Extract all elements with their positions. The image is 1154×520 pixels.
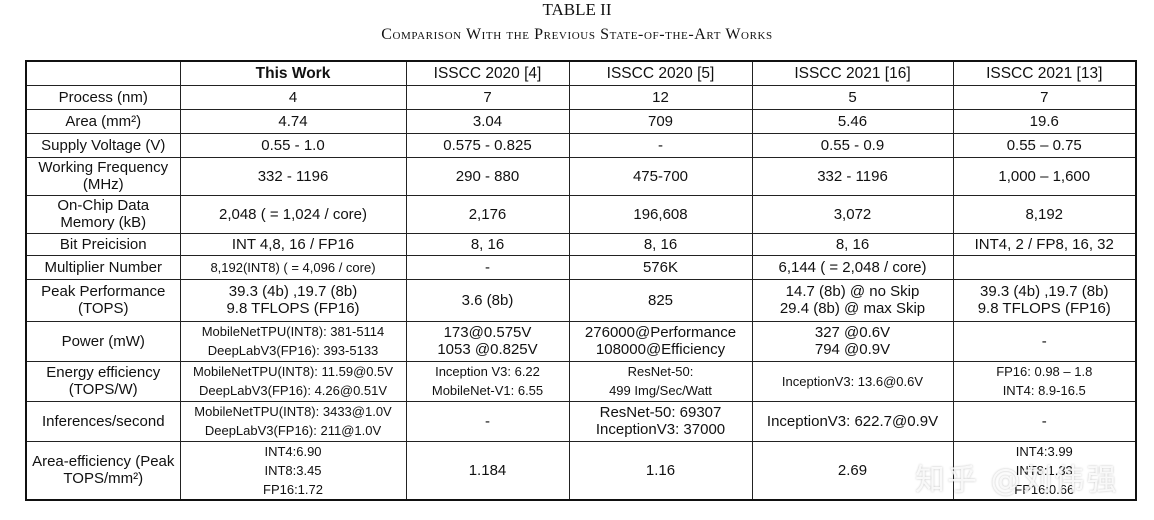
table-cell: 332 - 1196 [751, 156, 954, 196]
table-cell: - [952, 400, 1137, 442]
table-cell: 196,608 [568, 194, 753, 234]
table-cell: - [405, 254, 570, 280]
table-cell: 39.3 (4b) ,19.7 (8b) 9.8 TFLOPS (FP16) [179, 278, 407, 322]
table-cell: 14.7 (8b) @ no Skip 29.4 (8b) @ max Skip [751, 278, 954, 322]
table-cell: 327 @0.6V 794 @0.9V [751, 320, 954, 362]
row-header-cell: On-Chip Data Memory (kB) [25, 194, 181, 234]
table-cell: 12 [568, 84, 753, 110]
table-cell: 5 [751, 84, 954, 110]
table-cell: 5.46 [751, 108, 954, 134]
table-cell: 4.74 [179, 108, 407, 134]
table-cell: FP16: 0.98 – 1.8 INT4: 8.9-16.5 [952, 360, 1137, 402]
table-cell: 1.184 [405, 440, 570, 500]
table-cell: 1,000 – 1,600 [952, 156, 1137, 196]
table-row: On-Chip Data Memory (kB) 2,048 ( = 1,024 … [25, 194, 1137, 234]
table-row: Working Frequency (MHz) 332 - 1196 290 - 8… [25, 156, 1137, 196]
row-header-cell: Power (mW) [25, 320, 181, 362]
row-header-cell: Multiplier Number [25, 254, 181, 280]
table-row: Inferences/second MobileNetTPU(INT8): 343… [25, 400, 1137, 442]
table-row: Power (mW) MobileNetTPU(INT8): 381-5114 D… [25, 320, 1137, 362]
table-row: Process (nm) 4 7 12 5 7 [25, 84, 1137, 110]
table-cell: INT4:3.99 INT8:1.33 FP16:0.66 [952, 440, 1137, 500]
header-cell-isscc2021-13: ISSCC 2021 [13] [952, 60, 1137, 86]
table-cell: 6,144 ( = 2,048 / core) [751, 254, 954, 280]
table-cell: InceptionV3: 13.6@0.6V [751, 360, 954, 402]
table-row: Multiplier Number 8,192(INT8) ( = 4,096 /… [25, 254, 1137, 280]
table-label: TABLE II [542, 0, 612, 19]
table-row: Area-efficiency (Peak TOPS/mm²) INT4:6.90… [25, 440, 1137, 500]
table-cell: InceptionV3: 622.7@0.9V [751, 400, 954, 442]
table-cell: 3.6 (8b) [405, 278, 570, 322]
table-cell: 8,192 [952, 194, 1137, 234]
table-cell: 8, 16 [568, 232, 753, 256]
row-header-cell: Working Frequency (MHz) [25, 156, 181, 196]
row-header-cell: Area (mm²) [25, 108, 181, 134]
table-cell: 0.55 - 1.0 [179, 132, 407, 158]
table-cell: Inception V3: 6.22 MobileNet-V1: 6.55 [405, 360, 570, 402]
table-cell: 39.3 (4b) ,19.7 (8b) 9.8 TFLOPS (FP16) [952, 278, 1137, 322]
header-cell-this-work: This Work [179, 60, 407, 86]
table-cell: 8, 16 [751, 232, 954, 256]
header-cell-isscc2020-5: ISSCC 2020 [5] [568, 60, 753, 86]
table-cell: 1.16 [568, 440, 753, 500]
table-cell: 576K [568, 254, 753, 280]
table-cell: - [405, 400, 570, 442]
table-cell: 2.69 [751, 440, 954, 500]
table-cell: INT4, 2 / FP8, 16, 32 [952, 232, 1137, 256]
comparison-table: This Work ISSCC 2020 [4] ISSCC 2020 [5] … [25, 60, 1137, 501]
row-header-cell: Area-efficiency (Peak TOPS/mm²) [25, 440, 181, 500]
table-cell: 475-700 [568, 156, 753, 196]
table-cell: - [952, 320, 1137, 362]
row-header-cell: Process (nm) [25, 84, 181, 110]
header-row: This Work ISSCC 2020 [4] ISSCC 2020 [5] … [25, 60, 1137, 86]
table-cell: 7 [405, 84, 570, 110]
watermark: 知乎 @刘伟强 [915, 463, 1119, 498]
table-body: Process (nm) 4 7 12 5 7 Area (mm²) 4.74 3.04 709 5… [25, 84, 1137, 500]
table-row: Peak Performance (TOPS) 39.3 (4b) ,19.7 (… [25, 278, 1137, 322]
table-row: Bit Preicision INT 4,8, 16 / FP16 8, 16 8, … [25, 232, 1137, 256]
table-row: Energy efficiency (TOPS/W) MobileNetTPU(I… [25, 360, 1137, 402]
table-title: Comparison With the Previous State-of-th… [381, 26, 773, 43]
table-cell: 3,072 [751, 194, 954, 234]
table-cell: INT4:6.90 INT8:3.45 FP16:1.72 [179, 440, 407, 500]
row-header-cell: Energy efficiency (TOPS/W) [25, 360, 181, 402]
table-cell: 290 - 880 [405, 156, 570, 196]
table-cell: 2,048 ( = 1,024 / core) [179, 194, 407, 234]
table-cell: 276000@Performance 108000@Efficiency [568, 320, 753, 362]
table-cell: INT 4,8, 16 / FP16 [179, 232, 407, 256]
table-cell: 19.6 [952, 108, 1137, 134]
table-cell: 709 [568, 108, 753, 134]
table-cell: ResNet-50: 499 Img/Sec/Watt [568, 360, 753, 402]
row-header-cell: Supply Voltage (V) [25, 132, 181, 158]
table-cell: - [568, 132, 753, 158]
table-cell: MobileNetTPU(INT8): 11.59@0.5V DeepLabV3… [179, 360, 407, 402]
header-cell-isscc2020-4: ISSCC 2020 [4] [405, 60, 570, 86]
row-header-cell: Bit Preicision [25, 232, 181, 256]
table-cell: 173@0.575V 1053 @0.825V [405, 320, 570, 362]
table-cell: 332 - 1196 [179, 156, 407, 196]
table-cell: 8, 16 [405, 232, 570, 256]
table-cell: 7 [952, 84, 1137, 110]
table-cell: MobileNetTPU(INT8): 381-5114 DeepLabV3(F… [179, 320, 407, 362]
table-cell: 825 [568, 278, 753, 322]
table-cell: 2,176 [405, 194, 570, 234]
table-row: Area (mm²) 4.74 3.04 709 5.46 19.6 [25, 108, 1137, 134]
table-cell: ResNet-50: 69307 InceptionV3: 37000 [568, 400, 753, 442]
row-header-cell: Inferences/second [25, 400, 181, 442]
table-cell [952, 254, 1137, 280]
table-cell: 0.55 – 0.75 [952, 132, 1137, 158]
header-cell-isscc2021-16: ISSCC 2021 [16] [751, 60, 954, 86]
table-row: Supply Voltage (V) 0.55 - 1.0 0.575 - 0.82… [25, 132, 1137, 158]
table-cell: 4 [179, 84, 407, 110]
table-cell: MobileNetTPU(INT8): 3433@1.0V DeepLabV3(… [179, 400, 407, 442]
row-header-cell: Peak Performance (TOPS) [25, 278, 181, 322]
header-cell-corner [25, 60, 181, 86]
table-cell: 0.575 - 0.825 [405, 132, 570, 158]
table-cell: 8,192(INT8) ( = 4,096 / core) [179, 254, 407, 280]
table-cell: 0.55 - 0.9 [751, 132, 954, 158]
table-cell: 3.04 [405, 108, 570, 134]
